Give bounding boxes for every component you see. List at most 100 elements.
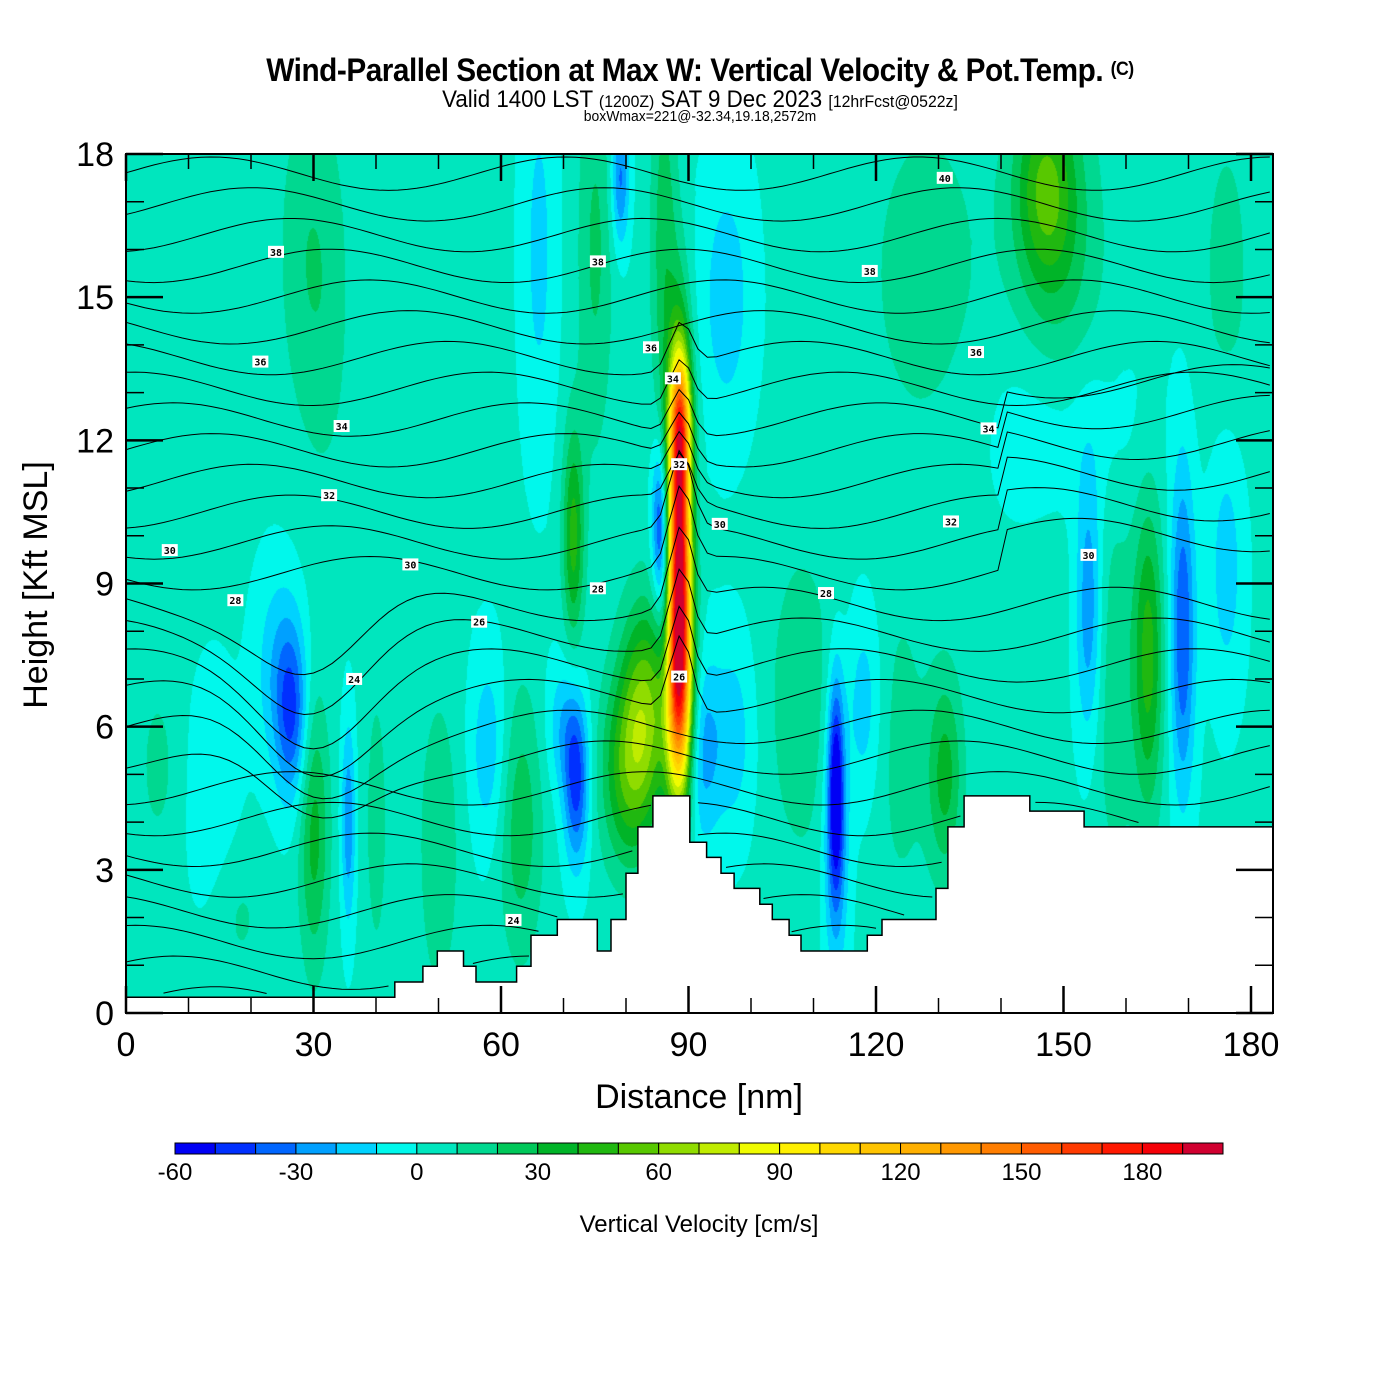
theta-contour [763,894,905,916]
colorbar-swatch [1020,1142,1063,1155]
contour-label: 26 [471,615,488,629]
x-tick-label: 60 [482,1026,520,1064]
contour-label-text: 30 [164,546,176,557]
contour-label-text: 36 [254,358,266,369]
contour-label: 28 [818,587,834,600]
contour-label-text: 32 [945,517,957,528]
theta-contour [125,771,1270,806]
contour-label-text: 34 [336,422,348,433]
colorbar-swatch [456,1142,498,1155]
contour-label-text: 30 [404,560,416,571]
colorbar-tick-labels: -60 -30 0 30 60 90 120 150 180 [158,1159,1163,1186]
theta-contour [125,449,1270,560]
y-tick-label: 3 [95,852,114,890]
y-tick-label: 12 [76,422,114,460]
theta-contour [163,986,267,994]
colorbar-swatch [537,1142,579,1155]
theta-contour [125,740,1270,819]
box-wmax-line: boxWmax=221@-32.34,19.18,2572m [583,108,817,125]
colorbar-swatch [980,1142,1022,1155]
theta-contour [125,156,1270,191]
colorbar-swatch [1182,1142,1224,1155]
theta-contour [125,709,1270,800]
contour-label: 32 [943,515,959,528]
theta-contour [125,187,1270,222]
contour-label-text: 28 [229,596,241,607]
contour-label: 30 [1080,548,1097,562]
copyright-mark: (C) [1110,59,1135,80]
contour-label-text: 26 [673,673,685,684]
contour-label: 36 [968,346,984,359]
colorbar-swatch [779,1142,821,1155]
y-tick-label: 6 [95,709,114,747]
colorbar-swatch [577,1142,619,1155]
colorbar-tick-label: 60 [645,1159,672,1186]
theta-contour [125,832,633,868]
theta-contour [125,526,1270,676]
contour-label: 24 [346,672,363,686]
y-tick-labels: 0 3 6 9 12 15 18 [76,136,114,1033]
contour-label-text: 38 [270,248,282,259]
theta-contour [125,801,652,837]
contour-label-text: 38 [592,257,604,268]
theta-contours [125,156,1270,994]
forecast-info: [12hrFcst@0522z] [828,92,958,111]
colorbar-swatch [658,1142,700,1155]
theta-contour [725,863,933,898]
x-tick-label: 180 [1223,1026,1280,1064]
colorbar-swatch [376,1142,418,1155]
theta-contour [125,894,558,929]
contour-label-text: 34 [982,424,994,435]
theta-contour [125,248,1270,284]
colorbar-swatch [1141,1142,1184,1155]
colorbar-swatch [255,1142,297,1155]
contour-label-text: 36 [645,343,657,354]
colorbar-swatch [859,1142,902,1155]
theta-contour [125,310,1270,345]
y-tick-label: 18 [76,136,114,174]
colorbar-swatch [416,1142,458,1155]
contour-labels: 40 38 38 38 36 36 36 34 34 34 32 32 32 30 30 30 30 28 28 28… [161,171,1097,927]
contour-label: 32 [321,489,338,502]
contour-label: 38 [589,255,606,268]
contour-label: 32 [671,458,688,471]
contour-label: 24 [505,913,522,927]
contour-label-text: 34 [667,374,679,385]
terrain-mask [125,795,1274,1014]
contour-label-text: 32 [323,491,335,502]
colorbar-tick-label: 30 [524,1159,551,1186]
chart-title-text: Wind-Parallel Section at Max W: Vertical… [266,52,1104,88]
y-tick-label: 9 [95,566,114,604]
x-tick-label: 0 [117,1026,136,1064]
y-tick-label: 0 [95,995,114,1033]
contour-label-text: 38 [864,267,876,278]
contour-label: 26 [671,670,688,684]
theta-contour [125,279,1270,314]
theta-contour [125,358,1270,407]
terrain-profile [125,795,1274,1014]
theta-contour [791,924,877,933]
colorbar-tick-label: 0 [410,1159,423,1186]
colorbar-swatch [496,1142,539,1155]
colorbar-swatch [214,1142,257,1155]
contour-label-text: 26 [473,618,485,629]
theta-contour [125,924,539,960]
colorbar-swatch [335,1142,378,1155]
valid-time-line: Valid 1400 LST (1200Z) SAT 9 Dec 2023 [1… [49,86,1351,114]
contour-label-text: 32 [673,460,685,471]
theta-contour [697,802,961,837]
theta-contour [125,605,1270,750]
contour-label-text: 24 [348,675,360,686]
colorbar-swatch [295,1142,337,1155]
theta-contour [125,394,1270,468]
contour-label-text: 30 [714,520,726,531]
y-axis-label: Height [Kft MSL] [17,461,55,709]
contour-label: 30 [161,544,178,557]
theta-contour [125,567,1270,716]
theta-contour [125,452,1270,529]
contour-label-text: 28 [820,589,832,600]
x-tick-label: 30 [295,1026,333,1064]
theta-contour [125,321,1270,376]
theta-contour [125,430,1270,499]
